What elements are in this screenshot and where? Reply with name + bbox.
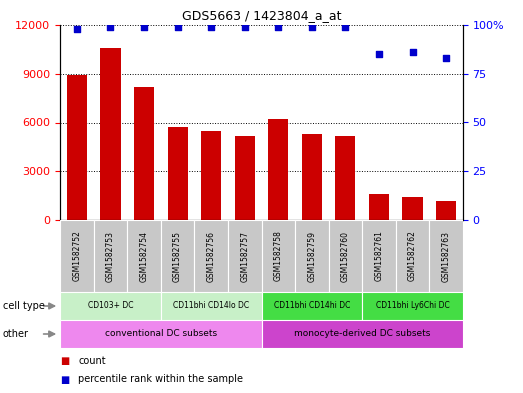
Bar (94, 220, 127, 292)
Text: percentile rank within the sample: percentile rank within the sample (78, 375, 243, 384)
Bar (302, 134, 322, 220)
Point (408, 49, 417, 55)
Text: CD11bhi Ly6Chi DC: CD11bhi Ly6Chi DC (376, 301, 449, 310)
Point (241, 24, 249, 30)
Bar (60, 320, 262, 348)
Point (375, 51, 383, 57)
Bar (268, 119, 288, 220)
Bar (60, 292, 161, 320)
Point (341, 24, 349, 30)
Point (73, 26, 81, 32)
Bar (100, 48, 120, 220)
Text: GSM1582759: GSM1582759 (308, 231, 316, 281)
Bar (67, 75, 87, 220)
Bar (228, 220, 262, 292)
Text: cell type: cell type (3, 301, 44, 311)
Text: GSM1582760: GSM1582760 (341, 231, 350, 281)
Text: GSM1582756: GSM1582756 (207, 231, 215, 281)
Text: other: other (3, 329, 29, 339)
Text: conventional DC subsets: conventional DC subsets (105, 329, 217, 338)
Bar (362, 292, 463, 320)
Point (442, 55, 450, 61)
Point (274, 24, 282, 30)
Text: GSM1582763: GSM1582763 (441, 231, 451, 281)
Bar (436, 200, 456, 220)
Bar (161, 220, 195, 292)
Point (140, 24, 148, 30)
Text: GSM1582762: GSM1582762 (408, 231, 417, 281)
Bar (235, 136, 255, 220)
Text: GSM1582752: GSM1582752 (72, 231, 82, 281)
Bar (167, 127, 188, 220)
Text: GSM1582757: GSM1582757 (240, 231, 249, 281)
Bar (60, 220, 94, 292)
Text: CD11bhi CD14lo DC: CD11bhi CD14lo DC (173, 301, 249, 310)
Bar (195, 220, 228, 292)
Text: GSM1582761: GSM1582761 (374, 231, 383, 281)
Title: GDS5663 / 1423804_a_at: GDS5663 / 1423804_a_at (182, 9, 341, 22)
Point (174, 24, 182, 30)
Text: GSM1582755: GSM1582755 (173, 231, 182, 281)
Bar (262, 320, 463, 348)
Point (308, 24, 316, 30)
Point (106, 24, 115, 30)
Bar (335, 136, 356, 220)
Text: CD103+ DC: CD103+ DC (88, 301, 133, 310)
Text: count: count (78, 356, 106, 365)
Bar (295, 220, 328, 292)
Bar (362, 220, 396, 292)
Text: GSM1582754: GSM1582754 (140, 231, 149, 281)
Bar (369, 194, 389, 220)
Bar (127, 220, 161, 292)
Bar (262, 220, 295, 292)
Text: CD11bhi CD14hi DC: CD11bhi CD14hi DC (274, 301, 350, 310)
Bar (134, 87, 154, 220)
Bar (429, 220, 463, 292)
Text: GSM1582758: GSM1582758 (274, 231, 283, 281)
Bar (396, 220, 429, 292)
Bar (328, 220, 362, 292)
Bar (262, 292, 362, 320)
Text: GSM1582753: GSM1582753 (106, 231, 115, 281)
Bar (201, 130, 221, 220)
Point (207, 24, 215, 30)
Text: ■: ■ (60, 356, 70, 365)
Bar (161, 292, 262, 320)
Text: monocyte-derived DC subsets: monocyte-derived DC subsets (294, 329, 430, 338)
Bar (403, 197, 423, 220)
Text: ■: ■ (60, 375, 70, 384)
